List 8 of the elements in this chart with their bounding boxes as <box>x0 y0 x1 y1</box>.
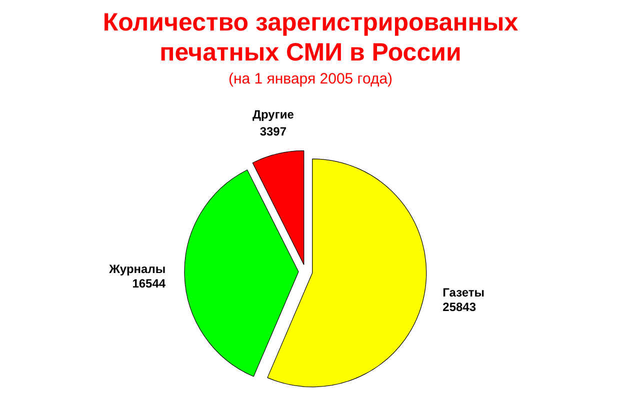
slice-label: Журналы <box>108 262 166 276</box>
data-label: 25843 <box>442 300 476 314</box>
slice-label: Другие <box>252 107 294 122</box>
chart-subtitle: (на 1 января 2005 года) <box>228 70 393 88</box>
slice-label: Газеты <box>442 286 485 300</box>
chart-title: Количество зарегистрированных печатных СМИ в России <box>102 8 518 66</box>
data-label: 3397 <box>260 124 287 138</box>
data-label: 16544 <box>132 276 166 290</box>
